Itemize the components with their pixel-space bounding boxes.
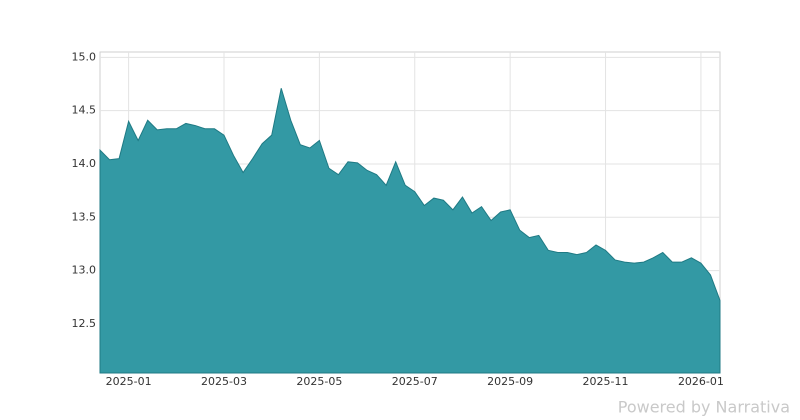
y-tick-label: 12.5: [72, 317, 97, 330]
y-tick-label: 15.0: [72, 50, 97, 63]
y-tick-label: 13.0: [72, 264, 97, 277]
x-tick-label: 2025-01: [106, 375, 152, 388]
y-tick-label: 13.5: [72, 210, 97, 223]
watermark: Powered by Narrativa: [618, 398, 790, 417]
x-tick-label: 2025-03: [201, 375, 247, 388]
x-tick-label: 2026-01: [678, 375, 724, 388]
x-tick-label: 2025-05: [296, 375, 342, 388]
y-tick-label: 14.5: [72, 104, 97, 117]
x-tick-label: 2025-11: [583, 375, 629, 388]
x-tick-label: 2025-09: [487, 375, 533, 388]
area: [99, 88, 721, 374]
x-tick-label: 2025-07: [392, 375, 438, 388]
y-tick-label: 14.0: [72, 157, 97, 170]
